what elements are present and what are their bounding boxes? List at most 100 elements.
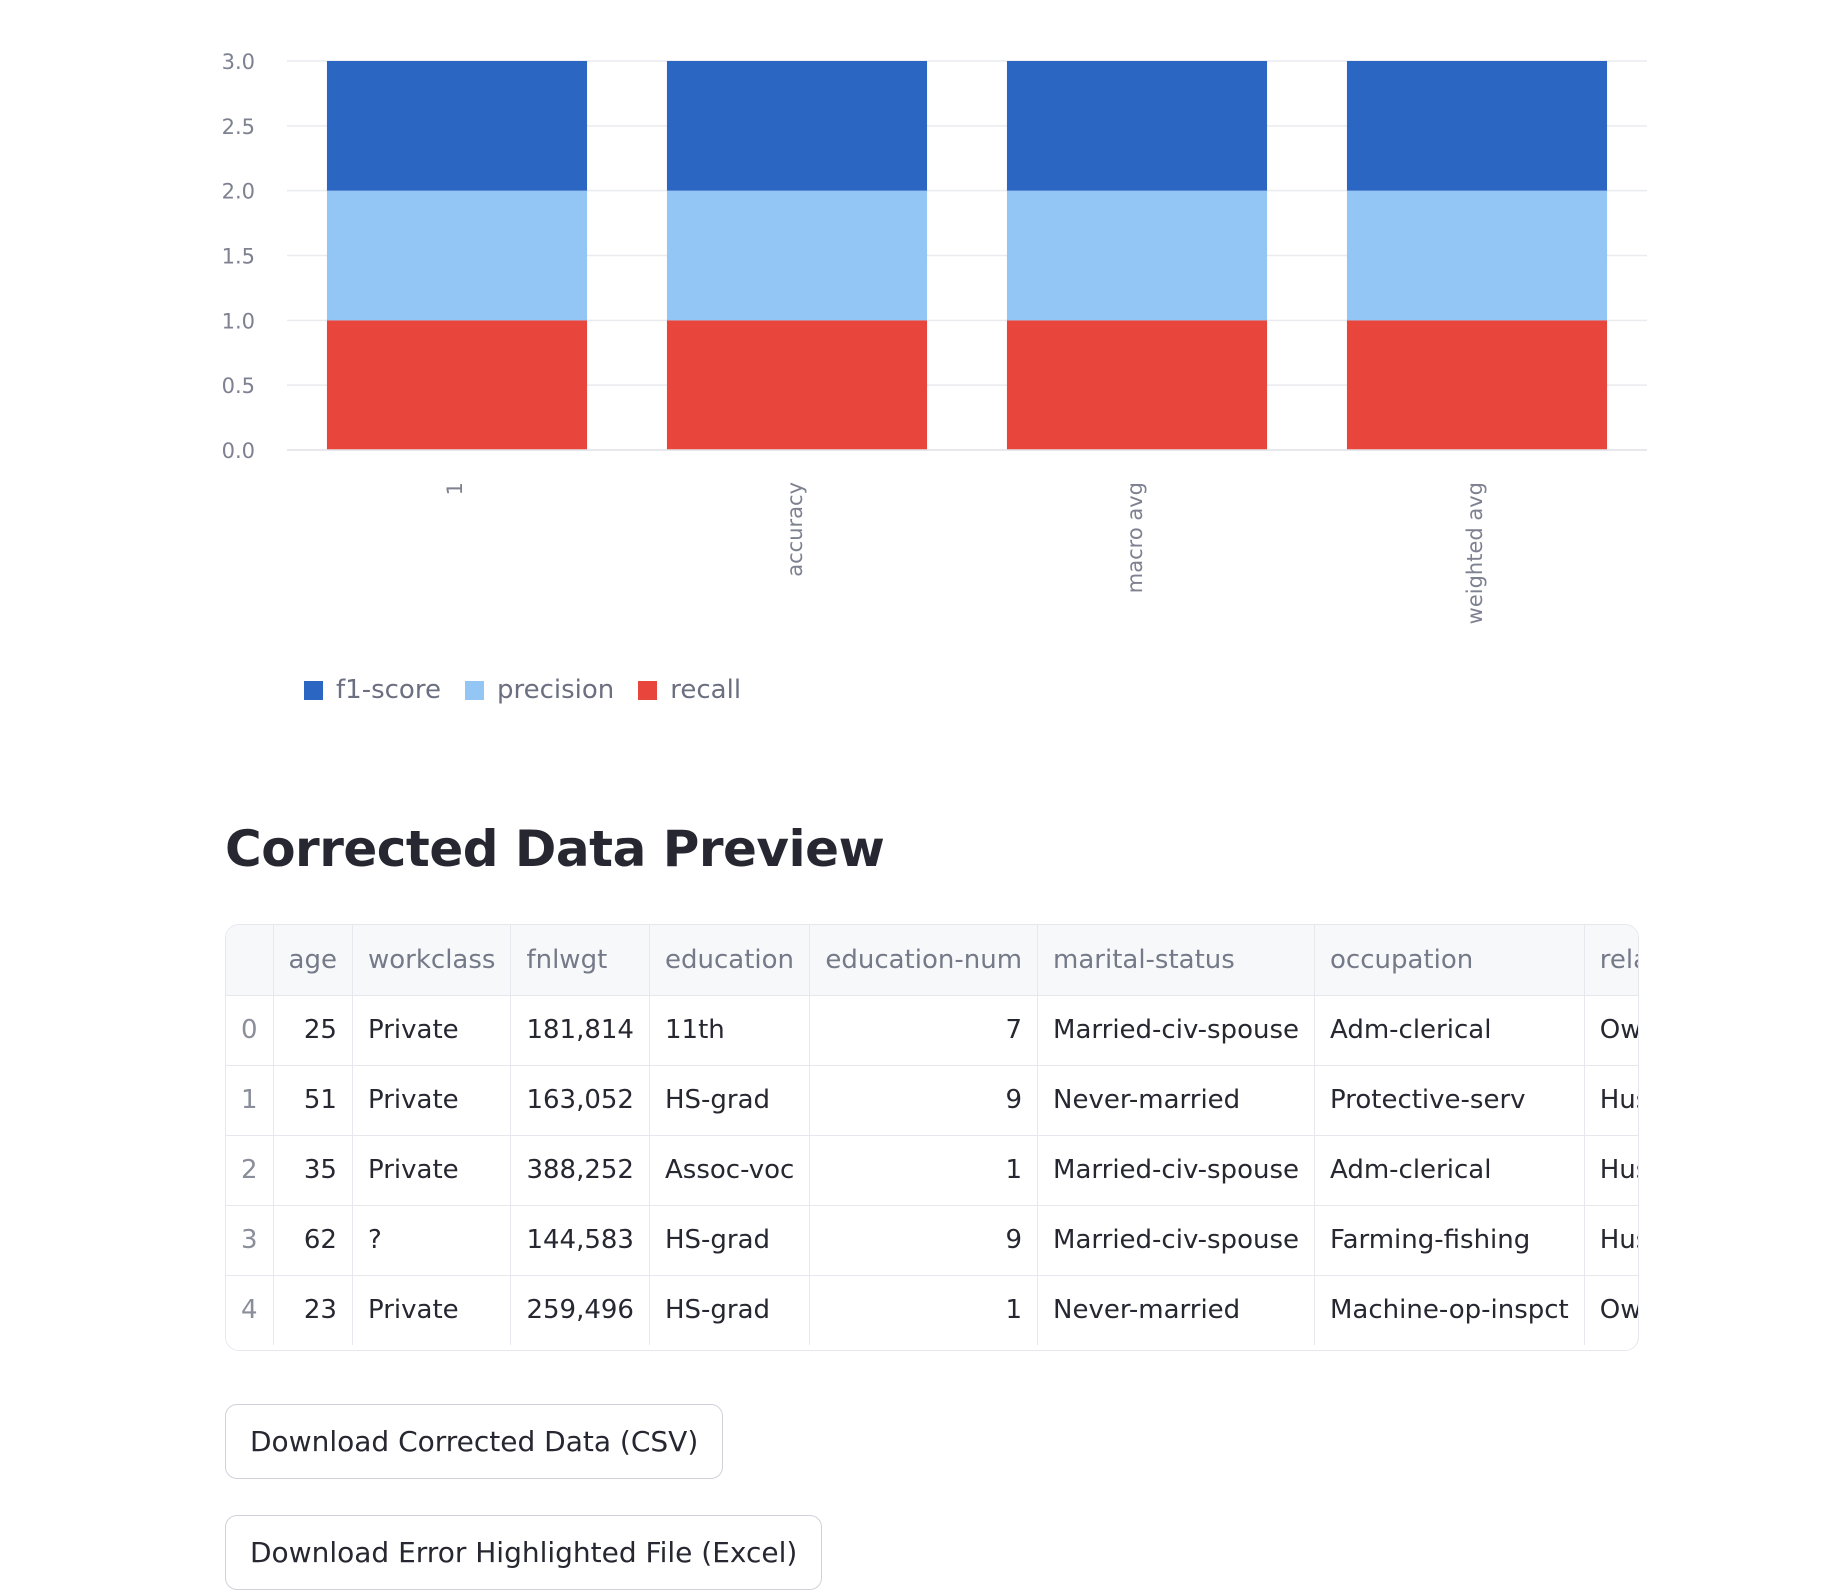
legend-item-recall[interactable]: recall [638, 675, 741, 705]
bar-segment-recall[interactable] [1006, 320, 1268, 450]
row-index[interactable]: 2 [226, 1135, 274, 1206]
bar-segment-recall[interactable] [1346, 320, 1608, 450]
bar-segment-f1-score[interactable] [1346, 61, 1608, 191]
table-row: 4 23 Private 259,496 HS-grad 1 Never-married Ma… [226, 1275, 1638, 1345]
stacked-bar-chart: 0.0 0.5 1.0 1.5 2.0 2.5 3.0 1 accuracy macro avg w… [200, 40, 1660, 720]
table-cell[interactable]: 51 [273, 1065, 353, 1136]
table-cell[interactable]: 11th [649, 995, 811, 1066]
table-cell[interactable]: Farming-fishing [1314, 1205, 1585, 1276]
bar-segment-precision[interactable] [666, 190, 928, 321]
bar-segment-precision[interactable] [1006, 190, 1268, 321]
y-tick-label: 1.5 [222, 245, 255, 269]
y-tick-label: 0.5 [222, 374, 255, 398]
legend-label: recall [670, 675, 742, 705]
table-row: 0 25 Private 181,814 11th 7 Married-civ-spouse… [226, 995, 1638, 1066]
table-cell[interactable]: Adm-clerical [1314, 995, 1585, 1066]
table-cell[interactable]: 23 [273, 1275, 353, 1345]
table-cell[interactable]: Protective-serv [1314, 1065, 1585, 1136]
y-tick-label: 2.5 [222, 115, 255, 139]
column-header-fnlwgt[interactable]: fnlwgt [510, 925, 650, 996]
table-cell[interactable]: Hus [1584, 1065, 1638, 1136]
table-cell[interactable]: HS-grad [649, 1275, 811, 1345]
table-cell[interactable]: Private [352, 995, 512, 1066]
column-header-rela[interactable]: rela [1584, 925, 1638, 996]
table-cell[interactable]: Owr [1599, 1295, 1638, 1326]
download-csv-button[interactable]: Download Corrected Data (CSV) [225, 1404, 724, 1479]
table-cell[interactable]: 259,496 [510, 1275, 650, 1345]
legend-label: f1-score [336, 675, 441, 705]
table-cell[interactable]: 25 [273, 995, 353, 1066]
download-excel-button[interactable]: Download Error Highlighted File (Excel) [225, 1515, 823, 1590]
bar-segment-f1-score[interactable] [1006, 61, 1268, 191]
chart-legend: f1-score precision recall [304, 675, 765, 705]
column-header-education[interactable]: education [649, 925, 811, 996]
table-cell[interactable]: Private [352, 1275, 512, 1345]
table-cell[interactable]: 35 [273, 1135, 353, 1206]
table-cell[interactable]: Hus [1584, 1205, 1638, 1276]
chart-canvas: 0.0 0.5 1.0 1.5 2.0 2.5 3.0 1 accuracy macro avg w… [222, 50, 1647, 624]
table-cell[interactable]: 9 [809, 1065, 1039, 1136]
table-cell[interactable]: Hus [1584, 1135, 1638, 1206]
bar-segment-f1-score[interactable] [326, 61, 588, 191]
bar-segment-recall[interactable] [326, 320, 588, 450]
table-cell[interactable]: 388,252 [510, 1135, 650, 1206]
legend-swatch [304, 680, 323, 700]
y-tick-label: 1.0 [222, 309, 255, 333]
table-cell[interactable]: ? [352, 1205, 512, 1276]
table-cell[interactable]: Adm-clerical [1314, 1135, 1585, 1206]
y-tick-label: 0.0 [222, 439, 255, 463]
table-cell[interactable]: HS-grad [649, 1205, 811, 1276]
table-body: 0 25 Private 181,814 11th 7 Married-civ-spouse… [226, 995, 1638, 1345]
column-header-workclass[interactable]: workclass [352, 925, 512, 996]
row-index[interactable]: 4 [226, 1275, 274, 1345]
table-row: 3 62? 144,583 HS-grad 9 Married-civ-spouse Far… [226, 1205, 1638, 1276]
column-header-age[interactable]: age [273, 925, 353, 996]
legend-item-precision[interactable]: precision [464, 675, 615, 705]
dataframe: age workclass fnlwgt education education-num… [226, 925, 1638, 1345]
x-tick-label: accuracy [783, 482, 807, 577]
table-cell[interactable]: 9 [809, 1205, 1039, 1276]
table-cell[interactable]: 62 [273, 1205, 353, 1276]
table-row: 1 51 Private 163,052 HS-grad 9 Never-married Pr… [226, 1065, 1638, 1136]
x-tick-label: 1 [443, 482, 467, 495]
data-preview-table[interactable]: age workclass fnlwgt education education-num… [225, 924, 1639, 1351]
section-title: Corrected Data Preview [225, 820, 885, 878]
table-cell[interactable]: Assoc-voc [649, 1135, 811, 1206]
table-cell[interactable]: HS-grad [649, 1065, 811, 1136]
table-cell[interactable]: Private [352, 1065, 512, 1136]
bar-segment-precision[interactable] [326, 190, 588, 321]
table-cell[interactable]: Private [352, 1135, 512, 1206]
legend-swatch [638, 680, 658, 700]
table-cell[interactable]: 1 [809, 1135, 1039, 1206]
y-tick-label: 2.0 [222, 180, 255, 204]
index-header[interactable] [226, 925, 274, 996]
row-index[interactable]: 1 [226, 1065, 274, 1136]
y-tick-label: 3.0 [222, 50, 255, 74]
table-cell[interactable]: Owr [1584, 995, 1638, 1066]
table-cell[interactable]: 181,814 [510, 995, 650, 1066]
legend-item-f1-score[interactable]: f1-score [304, 675, 441, 705]
column-header-marital-status[interactable]: marital-status [1037, 925, 1315, 996]
table-cell[interactable]: Married-civ-spouse [1037, 995, 1315, 1066]
bar-segment-f1-score[interactable] [666, 61, 928, 191]
table-cell[interactable]: Never-married [1037, 1065, 1315, 1136]
row-index[interactable]: 3 [226, 1205, 274, 1276]
column-header-occupation[interactable]: occupation [1314, 925, 1585, 996]
table-cell[interactable]: Married-civ-spouse [1037, 1205, 1315, 1276]
row-index[interactable]: 0 [226, 995, 274, 1066]
table-row: 2 35 Private 388,252 Assoc-voc 1 Married-civ-s… [226, 1135, 1638, 1206]
x-tick-label: weighted avg [1463, 482, 1487, 624]
bar-segment-precision[interactable] [1346, 190, 1608, 321]
table-cell[interactable]: Never-married [1037, 1275, 1315, 1345]
table-cell[interactable]: Machine-op-inspct [1314, 1275, 1585, 1345]
legend-label: precision [496, 675, 615, 705]
bar-segment-recall[interactable] [666, 320, 928, 450]
legend-swatch [464, 680, 484, 700]
table-cell[interactable]: 163,052 [510, 1065, 650, 1136]
table-cell[interactable]: 144,583 [510, 1205, 650, 1276]
column-header-education-num[interactable]: education-num [809, 925, 1039, 996]
table-cell[interactable]: Married-civ-spouse [1037, 1135, 1315, 1206]
table-cell[interactable]: 7 [809, 995, 1039, 1066]
table-cell[interactable]: 1 [809, 1275, 1039, 1345]
